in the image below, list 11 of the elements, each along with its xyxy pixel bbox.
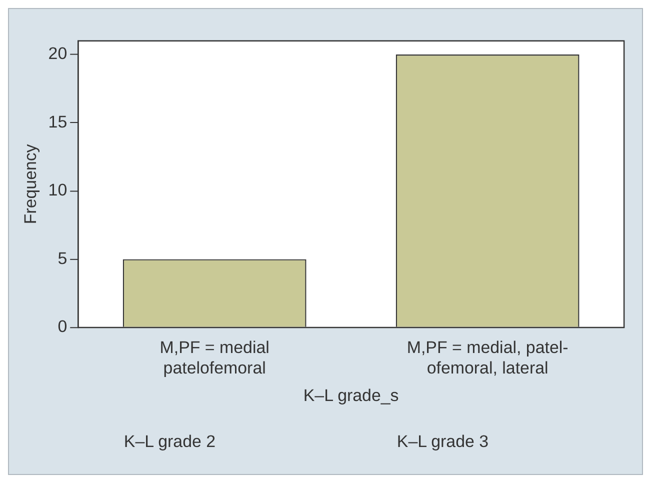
x-tick-label: M,PF = medial, patel- ofemoral, lateral — [406, 338, 568, 378]
y-tick-label: 0 — [58, 317, 68, 336]
y-axis-title: Frequency — [20, 144, 40, 224]
y-tick-label: 5 — [58, 248, 68, 268]
y-tick-label: 10 — [48, 180, 68, 200]
y-tick-label: 20 — [48, 44, 68, 64]
text: K–L grade 2 — [124, 432, 216, 451]
x-axis-title: K–L grade_s — [303, 386, 399, 405]
x-tick-label: M,PF = medial patelofemoral — [160, 338, 270, 378]
text: K–L grade 3 — [396, 432, 489, 451]
y-tick-label: 15 — [48, 112, 68, 132]
